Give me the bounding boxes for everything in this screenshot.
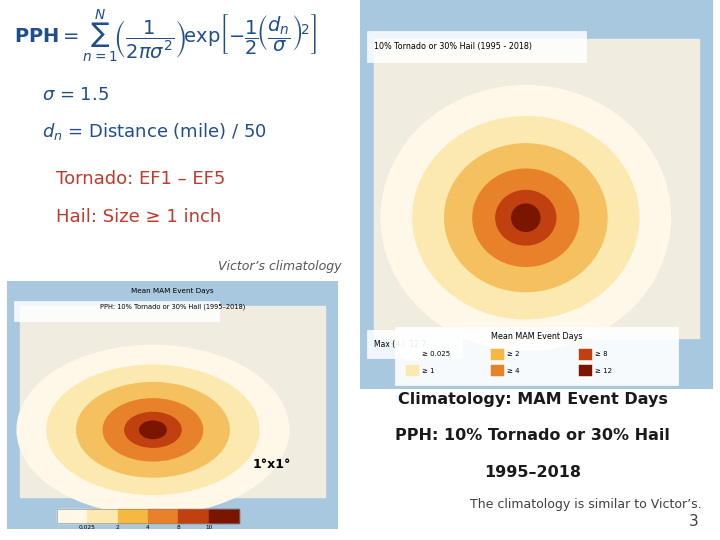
Text: 2: 2 (116, 525, 120, 530)
Text: ≥ 8: ≥ 8 (595, 351, 608, 357)
Text: ≥ 1: ≥ 1 (422, 368, 435, 374)
Text: ≥ 0.025: ≥ 0.025 (422, 351, 450, 357)
Bar (367, 330, 462, 357)
Bar (14, 301, 219, 321)
Bar (579, 349, 592, 360)
Text: PPH: 10% Tornado or 30% Hail (1995–2018): PPH: 10% Tornado or 30% Hail (1995–2018) (100, 303, 246, 309)
Text: Tornado: EF1 – EF5: Tornado: EF1 – EF5 (55, 170, 225, 188)
Text: Victor’s climatology: Victor’s climatology (218, 260, 342, 273)
Text: Max (+): 12.7: Max (+): 12.7 (374, 340, 426, 349)
Polygon shape (20, 306, 325, 497)
Bar (57, 509, 239, 523)
Ellipse shape (512, 204, 540, 231)
Bar (406, 349, 419, 360)
Ellipse shape (47, 365, 259, 495)
Text: 8: 8 (176, 525, 180, 530)
Text: $\mathbf{PPH} = \sum_{n=1}^{N}\!\left(\dfrac{1}{2\pi\sigma^2}\right)\!\exp\!\lef: $\mathbf{PPH} = \sum_{n=1}^{N}\!\left(\d… (14, 8, 317, 64)
Text: $d_n$ = Distance (mile) / 50: $d_n$ = Distance (mile) / 50 (42, 122, 266, 143)
Bar (490, 366, 504, 376)
Text: $\sigma$ = 1.5: $\sigma$ = 1.5 (42, 86, 109, 104)
Text: 0.025: 0.025 (78, 525, 96, 530)
Ellipse shape (381, 85, 670, 350)
Bar (406, 366, 419, 376)
Text: PPH: 10% Tornado or 30% Hail: PPH: 10% Tornado or 30% Hail (395, 428, 670, 443)
Bar (579, 366, 592, 376)
Ellipse shape (17, 346, 289, 514)
Ellipse shape (125, 413, 181, 447)
Polygon shape (374, 39, 698, 338)
Text: 3: 3 (688, 514, 698, 529)
Ellipse shape (140, 421, 166, 438)
Ellipse shape (496, 191, 556, 245)
Bar (117, 509, 148, 523)
Text: ≥ 12: ≥ 12 (595, 368, 612, 374)
Text: Hail: Size ≥ 1 inch: Hail: Size ≥ 1 inch (55, 208, 221, 226)
Text: Mean MAM Event Days: Mean MAM Event Days (132, 288, 214, 294)
Text: Climatology: MAM Event Days: Climatology: MAM Event Days (398, 392, 667, 407)
Text: 1995–2018: 1995–2018 (485, 464, 581, 480)
Bar (87, 509, 117, 523)
Bar (395, 327, 678, 385)
Ellipse shape (445, 144, 607, 292)
Text: 1°x1°: 1°x1° (253, 458, 292, 471)
Text: 4: 4 (146, 525, 150, 530)
Bar (179, 509, 209, 523)
Ellipse shape (473, 169, 579, 266)
Text: The climatology is similar to Victor’s.: The climatology is similar to Victor’s. (470, 498, 702, 511)
Bar (490, 349, 504, 360)
Text: Mean MAM Event Days: Mean MAM Event Days (490, 333, 582, 341)
Text: ≥ 2: ≥ 2 (507, 351, 519, 357)
Text: 10% Tornado or 30% Hail (1995 - 2018): 10% Tornado or 30% Hail (1995 - 2018) (374, 42, 532, 51)
Ellipse shape (413, 117, 639, 319)
Ellipse shape (103, 399, 202, 461)
Bar (57, 509, 87, 523)
Bar (148, 509, 179, 523)
Bar (209, 509, 239, 523)
Ellipse shape (77, 383, 229, 477)
Text: ≥ 4: ≥ 4 (507, 368, 519, 374)
Bar (367, 31, 586, 62)
Text: 10: 10 (205, 525, 212, 530)
